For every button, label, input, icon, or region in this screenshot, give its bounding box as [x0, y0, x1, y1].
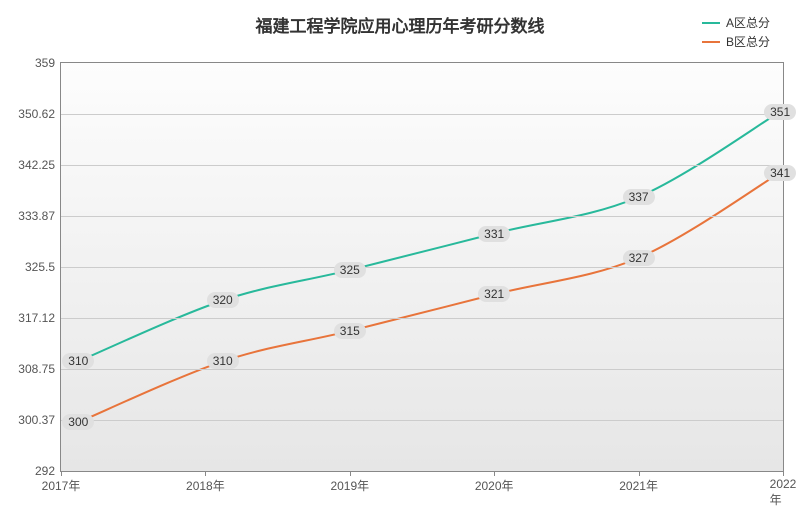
chart-title: 福建工程学院应用心理历年考研分数线	[0, 12, 800, 37]
x-tick-label: 2018年	[186, 471, 225, 494]
data-label: 327	[623, 250, 655, 266]
y-tick-label: 300.37	[18, 413, 61, 427]
legend-label-a: A区总分	[726, 14, 770, 31]
plot-area: 292300.37308.75317.12325.5333.87342.2535…	[60, 62, 784, 472]
legend-swatch-a	[702, 22, 720, 24]
legend-item-a: A区总分	[702, 14, 770, 31]
gridline	[61, 267, 783, 268]
y-tick-label: 342.25	[18, 158, 61, 172]
y-tick-label: 325.5	[25, 260, 61, 274]
gridline	[61, 216, 783, 217]
y-tick-label: 333.87	[18, 209, 61, 223]
gridline	[61, 165, 783, 166]
y-tick-label: 350.62	[18, 107, 61, 121]
y-tick-label: 359	[35, 56, 61, 70]
legend-label-b: B区总分	[726, 33, 770, 50]
data-label: 315	[334, 323, 366, 339]
x-tick-label: 2019年	[330, 471, 369, 494]
legend: A区总分 B区总分	[702, 14, 770, 52]
data-label: 320	[207, 292, 239, 308]
data-label: 321	[478, 286, 510, 302]
data-label: 310	[207, 353, 239, 369]
line-series-a	[78, 112, 780, 362]
legend-swatch-b	[702, 41, 720, 43]
legend-item-b: B区总分	[702, 33, 770, 50]
line-series-b	[78, 173, 780, 423]
data-label: 325	[334, 262, 366, 278]
gridline	[61, 420, 783, 421]
y-tick-label: 308.75	[18, 362, 61, 376]
x-tick-label: 2017年	[42, 471, 81, 494]
data-label: 300	[62, 414, 94, 430]
gridline	[61, 369, 783, 370]
data-label: 331	[478, 226, 510, 242]
x-tick-label: 2022年	[770, 471, 797, 508]
data-label: 310	[62, 353, 94, 369]
data-label: 337	[623, 189, 655, 205]
data-label: 341	[764, 165, 796, 181]
x-tick-label: 2020年	[475, 471, 514, 494]
x-tick-label: 2021年	[619, 471, 658, 494]
chart-container: 福建工程学院应用心理历年考研分数线 A区总分 B区总分 292300.37308…	[0, 0, 800, 500]
data-label: 351	[764, 104, 796, 120]
y-tick-label: 317.12	[18, 311, 61, 325]
gridline	[61, 114, 783, 115]
gridline	[61, 318, 783, 319]
